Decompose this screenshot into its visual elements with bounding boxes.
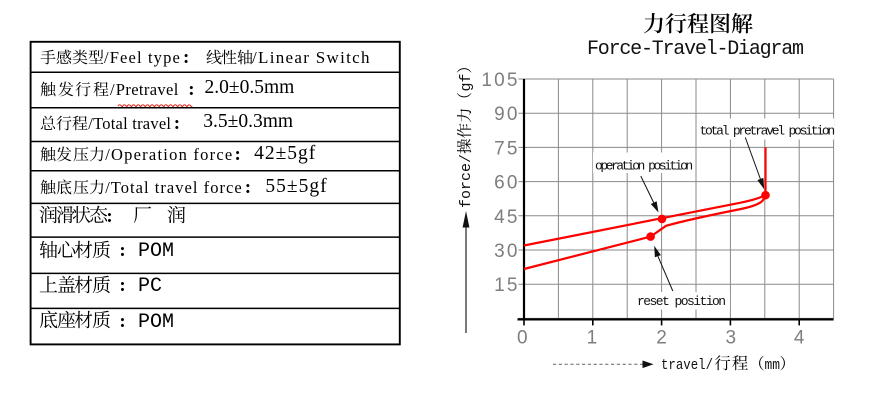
svg-text:gf: gf (458, 73, 475, 91)
svg-text:2: 2 (656, 328, 667, 349)
svg-text:90: 90 (494, 104, 520, 125)
svg-text:Force-Travel-Diagram: Force-Travel-Diagram (587, 38, 804, 61)
svg-text:reset position: reset position (637, 294, 726, 309)
svg-text:total pretravel position: total pretravel position (700, 123, 836, 138)
svg-text:travel/: travel/ (661, 357, 713, 374)
svg-text:15: 15 (494, 275, 520, 296)
svg-text:45: 45 (494, 207, 520, 228)
svg-text:105: 105 (481, 70, 519, 91)
svg-text:0: 0 (517, 328, 528, 349)
svg-text:60: 60 (494, 173, 520, 194)
svg-text:1: 1 (587, 328, 598, 349)
svg-text:30: 30 (494, 241, 520, 262)
svg-text:75: 75 (494, 138, 520, 159)
svg-text:3: 3 (726, 328, 737, 349)
svg-text:operation position: operation position (595, 159, 693, 174)
svg-text:force/: force/ (458, 154, 475, 208)
svg-text:mm: mm (765, 357, 781, 374)
svg-text:4: 4 (794, 328, 805, 349)
